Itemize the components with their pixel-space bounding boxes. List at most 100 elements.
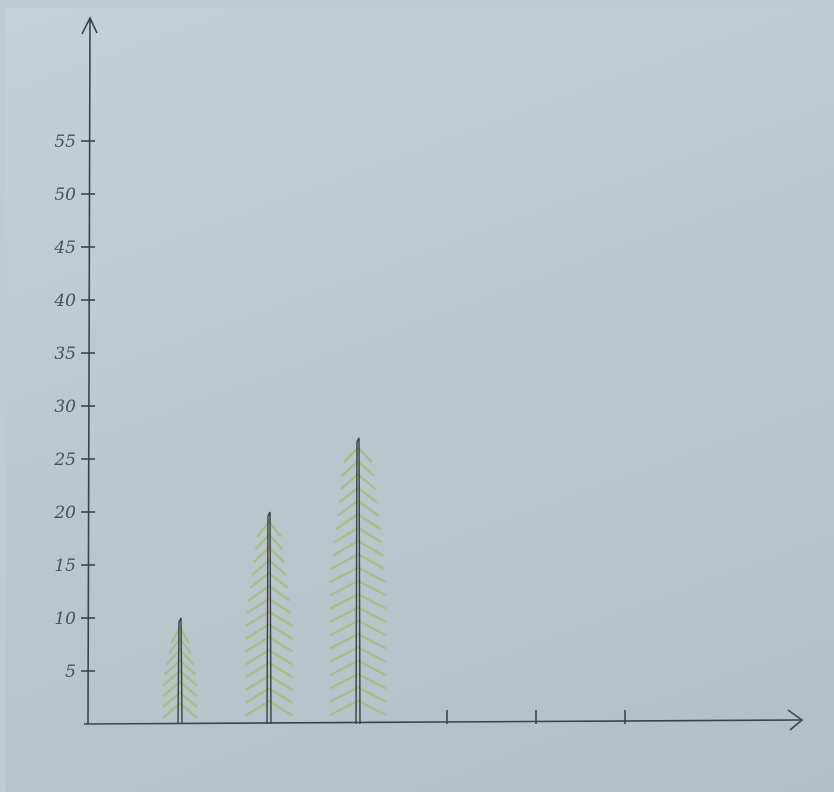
tree-branch <box>166 648 182 665</box>
tree-branch <box>267 597 292 614</box>
tree-branch <box>329 699 360 716</box>
tree-branch <box>267 533 284 550</box>
tree-branch <box>356 553 385 570</box>
y-tick-label: 40 <box>53 291 76 311</box>
tree-branch <box>356 686 387 703</box>
tree-branch <box>267 700 293 717</box>
tree-branch <box>329 579 360 596</box>
tree-branch <box>267 584 290 602</box>
tree-branch <box>245 610 271 627</box>
tree-branch <box>251 559 271 576</box>
tree-branch <box>178 691 198 708</box>
tree-branch <box>162 691 182 708</box>
tree-branch <box>329 686 360 703</box>
tree-branch <box>267 661 293 678</box>
tree-branch <box>335 513 360 530</box>
tree-branch <box>162 702 182 719</box>
tree-branch <box>329 606 360 623</box>
tree-trunk <box>266 511 272 725</box>
tree-branch <box>331 553 360 570</box>
chart-marks <box>162 437 387 725</box>
tree-branch <box>356 593 387 610</box>
tree-branch <box>178 669 198 687</box>
tree-branch <box>267 572 289 589</box>
tree-branch <box>245 700 271 717</box>
tree-branch <box>267 623 293 640</box>
y-tick-label: 30 <box>54 397 76 417</box>
tree-branch <box>245 687 271 704</box>
tree-branch <box>267 674 293 691</box>
tree-branch <box>329 619 360 636</box>
tree-branch <box>162 669 182 687</box>
tree-branch <box>329 633 360 650</box>
tree-branch <box>356 659 387 676</box>
y-axis-arrow <box>81 16 98 35</box>
tree-branch <box>249 572 271 589</box>
x-axis-arrow <box>787 709 804 731</box>
tree-branch <box>256 520 271 538</box>
tree-bar <box>162 617 198 725</box>
paper-sheet <box>6 8 834 792</box>
y-tick-label: 55 <box>54 132 76 152</box>
y-tick-label: 10 <box>54 609 76 629</box>
tree-branch <box>332 539 360 557</box>
tree-branch <box>267 546 285 563</box>
tree-branch <box>341 460 360 477</box>
tree-branch <box>329 659 360 676</box>
tree-branch <box>267 610 293 627</box>
tree-branch <box>163 659 182 676</box>
tree-branch <box>178 702 198 719</box>
tree-branch <box>356 460 375 477</box>
y-tick-label: 45 <box>53 238 76 258</box>
x-ticks <box>446 710 626 724</box>
tree-branch <box>356 526 382 543</box>
tree-branch <box>338 486 360 503</box>
tree-branch <box>329 672 360 690</box>
tree-branch <box>356 619 387 636</box>
tree-branch <box>329 566 360 583</box>
tree-branch <box>356 699 387 716</box>
tree-branch <box>246 597 271 614</box>
x-axis-line <box>83 719 801 725</box>
y-tick-label: 20 <box>53 503 76 523</box>
tree-branch <box>343 446 360 463</box>
tree-branch <box>245 661 271 678</box>
tree-branch <box>245 636 271 653</box>
tree-branch <box>334 526 360 543</box>
tree-branch <box>356 606 387 623</box>
tree-trunk <box>355 437 361 725</box>
tree-branch <box>267 636 293 653</box>
tree-branch <box>356 633 387 650</box>
tree-branch <box>245 623 271 640</box>
tree-branch <box>329 593 360 610</box>
tree-branch <box>178 659 197 676</box>
tree-bar <box>245 511 293 725</box>
tree-branch <box>248 584 271 602</box>
tree-trunk <box>177 617 183 725</box>
tree-branch <box>356 446 373 463</box>
y-axis-line <box>87 17 91 725</box>
tree-branch <box>340 473 360 490</box>
tree-branch <box>245 648 271 666</box>
tree-branch <box>329 646 360 663</box>
tree-branch <box>356 513 381 530</box>
y-tick-label: 25 <box>53 450 76 470</box>
tree-branch <box>356 566 387 583</box>
tree-branch <box>356 579 387 596</box>
tree-bar <box>329 437 387 725</box>
chart-axes <box>81 16 804 731</box>
tree-branch <box>178 680 198 697</box>
y-tick-label: 35 <box>54 344 76 364</box>
tree-branch <box>356 672 387 690</box>
tree-branch <box>356 473 376 490</box>
tree-branch <box>267 687 293 704</box>
y-tick-label: 15 <box>54 556 76 576</box>
tree-branch <box>267 648 293 666</box>
tree-branch <box>162 680 182 697</box>
y-ticks: 5 10 15 20 25 30 35 40 45 50 55 <box>53 132 95 682</box>
y-tick-label: 5 <box>65 662 76 682</box>
tree-branch <box>267 559 287 576</box>
tree-branch <box>245 674 271 691</box>
